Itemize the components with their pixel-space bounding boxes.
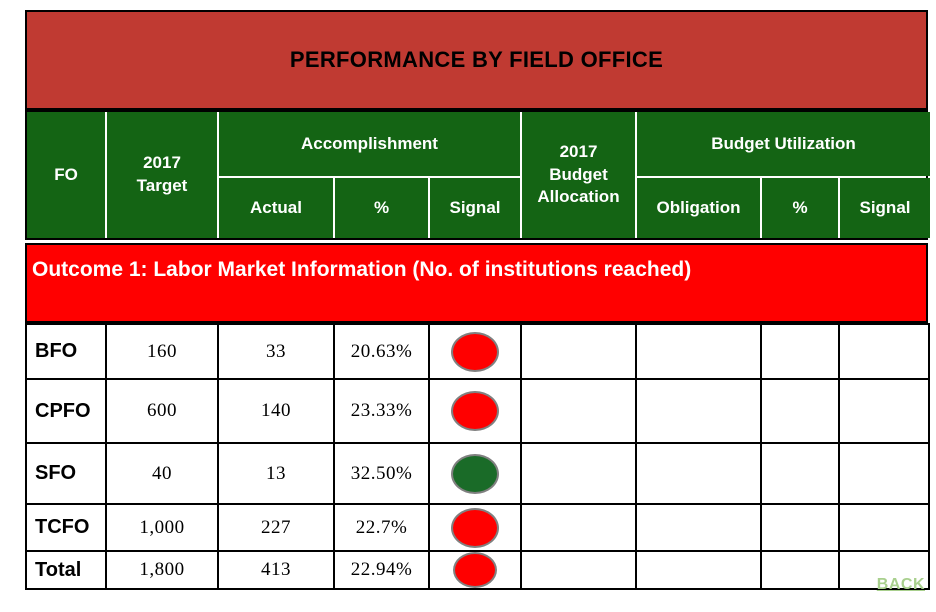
actual-cell: 413 (217, 550, 335, 590)
signal-indicator (451, 453, 499, 494)
col-header-budget-utilization: Budget Utilization (637, 112, 930, 176)
target-cell: 1,800 (105, 550, 219, 590)
pct-cell: 23.33% (333, 378, 430, 444)
signal-cell (428, 550, 522, 590)
signal-cell (428, 503, 522, 552)
target-cell: 1,000 (105, 503, 219, 552)
signal-indicator (453, 552, 497, 588)
signal-cell (428, 442, 522, 505)
table-row: CPFO 600 140 23.33% (25, 378, 930, 444)
utilization-signal-cell (838, 442, 930, 505)
col-header-utilization-signal: Signal (840, 178, 930, 238)
col-header-utilization-pct: % (762, 178, 838, 238)
fo-cell: SFO (25, 442, 107, 505)
actual-cell: 140 (217, 378, 335, 444)
table-row: TCFO 1,000 227 22.7% (25, 503, 930, 552)
actual-cell: 13 (217, 442, 335, 505)
table-row: SFO 40 13 32.50% (25, 442, 930, 505)
col-header-accomplishment: Accomplishment (219, 112, 520, 176)
page-title: PERFORMANCE BY FIELD OFFICE (289, 47, 664, 72)
actual-cell: 33 (217, 323, 335, 380)
obligation-cell (635, 323, 762, 380)
obligation-cell (635, 550, 762, 590)
utilization-signal-cell (838, 378, 930, 444)
fo-cell: TCFO (25, 503, 107, 552)
signal-indicator (451, 331, 499, 372)
signal-indicator (451, 507, 499, 548)
data-table: BFO 160 33 20.63% CPFO 600 140 23.33% (25, 323, 930, 590)
obligation-cell (635, 442, 762, 505)
utilization-signal-cell (838, 323, 930, 380)
utilization-signal-cell (838, 550, 930, 590)
utilization-pct-cell (760, 503, 840, 552)
budget-allocation-cell (520, 503, 637, 552)
utilization-pct-cell (760, 323, 840, 380)
pct-cell: 22.7% (333, 503, 430, 552)
column-header: FO 2017 Target Accomplishment 2017 Budge… (25, 110, 930, 240)
target-cell: 160 (105, 323, 219, 380)
fo-cell: Total (25, 550, 107, 590)
utilization-signal-cell (838, 503, 930, 552)
col-header-actual: Actual (219, 178, 333, 238)
fo-cell: BFO (25, 323, 107, 380)
col-header-target: 2017 Target (107, 112, 217, 238)
col-header-accomplishment-signal: Signal (430, 178, 520, 238)
actual-cell: 227 (217, 503, 335, 552)
outcome-label: Outcome 1: Labor Market Information (No.… (32, 258, 692, 281)
col-header-budget-allocation: 2017 Budget Allocation (522, 112, 635, 238)
outcome-banner: Outcome 1: Labor Market Information (No.… (25, 243, 928, 323)
table-row: BFO 160 33 20.63% (25, 323, 930, 380)
signal-cell (428, 323, 522, 380)
utilization-pct-cell (760, 550, 840, 590)
col-header-accomplishment-pct: % (335, 178, 428, 238)
budget-allocation-cell (520, 550, 637, 590)
signal-cell (428, 378, 522, 444)
obligation-cell (635, 378, 762, 444)
title-banner: PERFORMANCE BY FIELD OFFICE (25, 10, 928, 110)
signal-indicator (451, 391, 499, 431)
budget-allocation-cell (520, 442, 637, 505)
col-header-obligation: Obligation (637, 178, 760, 238)
col-header-fo: FO (27, 112, 105, 238)
budget-allocation-cell (520, 323, 637, 380)
budget-allocation-cell (520, 378, 637, 444)
back-link[interactable]: BACK (876, 576, 925, 593)
utilization-pct-cell (760, 442, 840, 505)
fo-cell: CPFO (25, 378, 107, 444)
pct-cell: 20.63% (333, 323, 430, 380)
target-cell: 40 (105, 442, 219, 505)
pct-cell: 22.94% (333, 550, 430, 590)
table-row: Total 1,800 413 22.94% (25, 550, 930, 590)
target-cell: 600 (105, 378, 219, 444)
utilization-pct-cell (760, 378, 840, 444)
pct-cell: 32.50% (333, 442, 430, 505)
obligation-cell (635, 503, 762, 552)
